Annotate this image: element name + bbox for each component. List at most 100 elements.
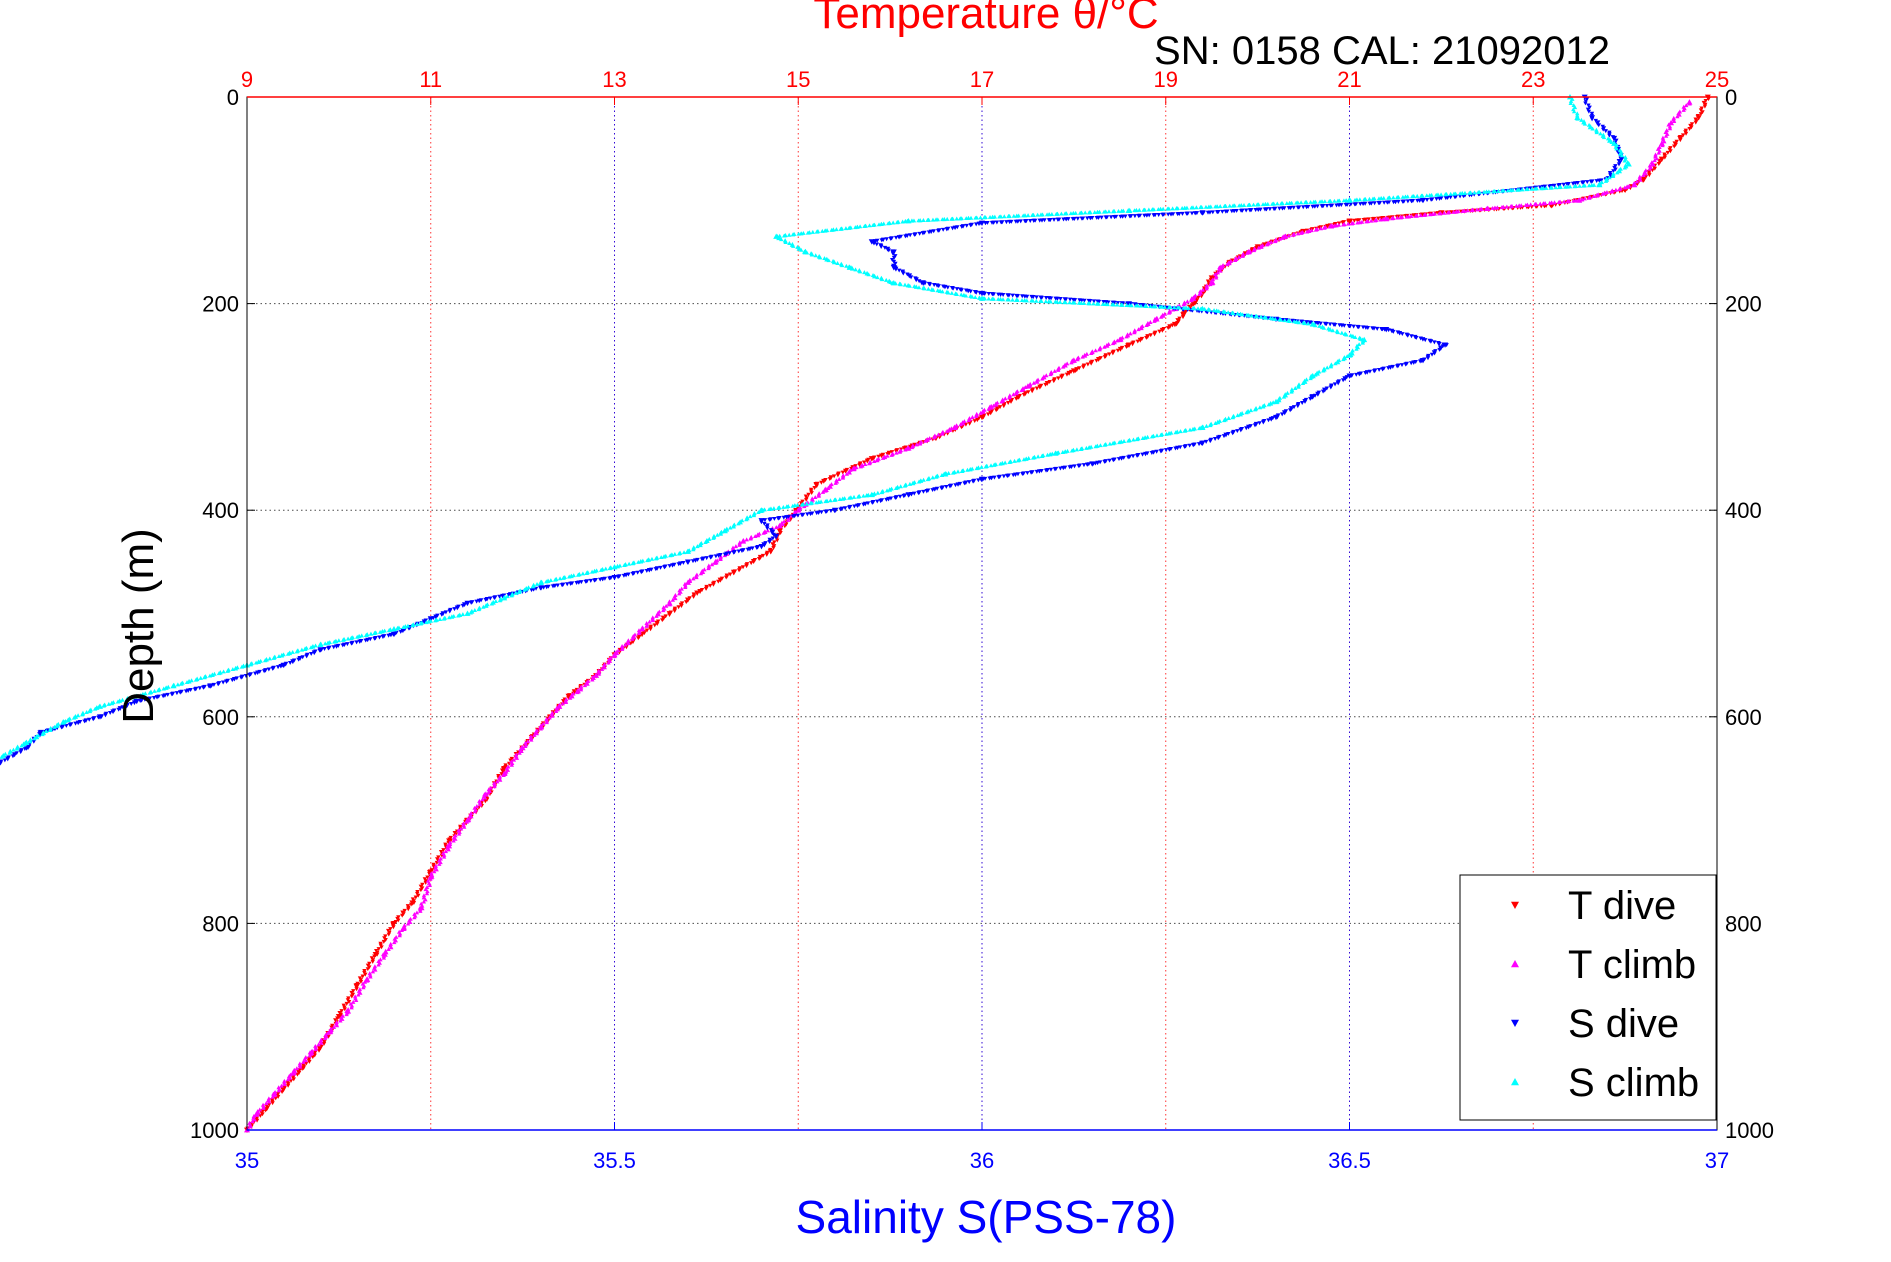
data-point-marker xyxy=(316,1048,322,1053)
data-point-marker xyxy=(645,558,650,563)
data-point-marker xyxy=(925,217,930,222)
data-point-marker xyxy=(1075,216,1080,221)
data-point-marker xyxy=(1281,394,1287,399)
data-point-marker xyxy=(34,735,40,740)
data-point-marker xyxy=(1403,194,1408,199)
data-point-marker xyxy=(275,665,281,670)
data-point-marker xyxy=(978,410,983,415)
salinity-tick-label: 37 xyxy=(1705,1148,1729,1173)
data-point-marker xyxy=(1586,109,1592,114)
data-point-marker xyxy=(437,861,442,866)
data-point-marker xyxy=(1222,309,1227,314)
data-point-marker xyxy=(1452,195,1458,200)
data-point-marker xyxy=(1218,204,1223,209)
data-point-marker xyxy=(201,685,206,690)
data-point xyxy=(1181,311,1188,317)
data-point-marker xyxy=(790,514,796,519)
data-point-marker xyxy=(584,571,589,575)
data-point-marker xyxy=(944,428,950,433)
data-point-marker xyxy=(672,551,678,556)
data-point-marker xyxy=(574,581,579,586)
data-point-marker xyxy=(1007,220,1012,224)
data-point-marker xyxy=(326,646,331,651)
data-point-marker xyxy=(1028,219,1033,223)
data-point-marker xyxy=(588,578,593,583)
data-point-marker xyxy=(959,292,964,297)
data-point-marker xyxy=(1603,129,1608,134)
data-point-marker xyxy=(1515,187,1520,192)
data-point-marker xyxy=(878,499,883,504)
data-point-marker xyxy=(968,289,973,294)
data-point-marker xyxy=(1328,203,1333,208)
data-point-marker xyxy=(18,750,23,755)
data-point-marker xyxy=(826,258,831,263)
data-point-marker xyxy=(931,287,936,292)
data-point-marker xyxy=(1006,214,1011,219)
data-point-marker xyxy=(460,603,466,608)
data-point-marker xyxy=(1103,215,1109,220)
data-point-marker xyxy=(991,296,996,301)
data-point-marker xyxy=(667,564,672,569)
data-point-marker xyxy=(376,947,381,952)
data-point-marker xyxy=(763,541,768,546)
data-point-marker xyxy=(690,559,696,564)
data-point-marker xyxy=(52,724,57,729)
data-point-marker xyxy=(1330,328,1336,333)
data-point-marker xyxy=(787,241,792,245)
data-point-marker xyxy=(764,552,769,557)
data-point-marker xyxy=(1117,440,1122,445)
data-point-marker xyxy=(1061,466,1066,471)
data-point-marker xyxy=(835,261,840,265)
data-point-marker xyxy=(711,535,716,540)
data-point-marker xyxy=(1335,360,1341,365)
data-point-marker xyxy=(1394,364,1400,369)
data-point-marker xyxy=(1044,212,1050,217)
data-point-marker xyxy=(744,537,749,542)
data-point-marker xyxy=(1068,211,1074,216)
data-point-marker xyxy=(1257,421,1262,426)
data-point-marker xyxy=(1287,200,1292,205)
data-point-marker xyxy=(423,887,428,892)
data-point-marker xyxy=(0,754,4,759)
data-point-marker xyxy=(1432,340,1437,345)
data-point-marker xyxy=(358,979,364,984)
data-point-marker xyxy=(1304,320,1309,325)
data-point-marker xyxy=(1304,205,1309,210)
data-point-marker xyxy=(258,1113,263,1118)
data-point-marker xyxy=(626,561,632,566)
data-point-marker xyxy=(1613,167,1618,172)
data-point-marker xyxy=(413,895,419,900)
data-point-marker xyxy=(851,494,857,499)
data-point-marker xyxy=(1063,363,1068,368)
data-point-marker xyxy=(481,604,486,609)
data-point-marker xyxy=(109,701,115,706)
data-point-marker xyxy=(418,621,423,626)
data-point-marker xyxy=(1132,330,1137,335)
data-point-marker xyxy=(79,712,85,717)
data-point-marker xyxy=(1204,286,1209,291)
data-point-marker xyxy=(1376,196,1382,201)
data-point-marker xyxy=(1267,207,1273,212)
data-point-marker xyxy=(1656,150,1661,155)
data-point-marker xyxy=(1045,452,1050,457)
data-point-marker xyxy=(843,226,849,231)
data-point xyxy=(1346,373,1353,379)
data-point-marker xyxy=(1055,217,1061,222)
data-point-marker xyxy=(553,709,559,713)
data-point-marker xyxy=(500,594,505,599)
data-point xyxy=(1677,135,1684,142)
data-point-marker xyxy=(996,475,1001,480)
data-point-marker xyxy=(380,635,386,640)
data-point-marker xyxy=(1216,308,1221,313)
data-point-marker xyxy=(898,282,904,287)
data-point-marker xyxy=(879,277,885,282)
data-point-marker xyxy=(1028,470,1034,475)
data-point-marker xyxy=(1356,325,1361,330)
data-point-marker xyxy=(922,286,927,291)
data-point-marker xyxy=(1043,295,1049,300)
data-point-marker xyxy=(1111,302,1116,307)
data-point-marker xyxy=(917,441,923,446)
data-point-marker xyxy=(771,546,776,550)
data-point-marker xyxy=(884,277,889,282)
data-point-marker xyxy=(1587,125,1593,130)
